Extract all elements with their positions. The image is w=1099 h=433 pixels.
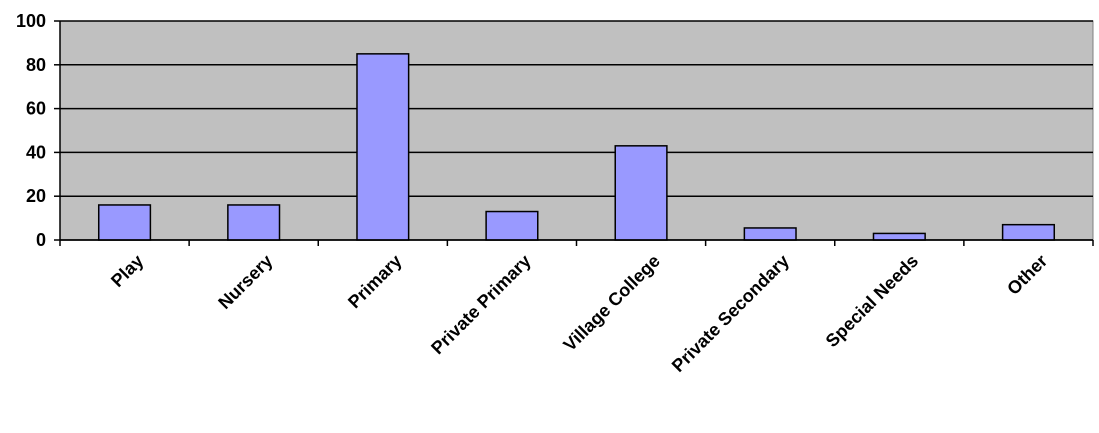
y-tick-label: 60 bbox=[26, 99, 46, 119]
bar bbox=[872, 232, 926, 241]
y-tick-label: 0 bbox=[36, 230, 46, 250]
y-tick-label: 20 bbox=[26, 186, 46, 206]
x-tick-label: Village College bbox=[559, 251, 663, 355]
y-tick-label: 40 bbox=[26, 142, 46, 162]
bar bbox=[1001, 223, 1056, 241]
bar bbox=[743, 227, 797, 241]
x-tick-label: Private Primary bbox=[427, 251, 535, 359]
bar bbox=[227, 204, 281, 241]
x-tick-label: Play bbox=[107, 251, 147, 291]
x-tick-label: Other bbox=[1003, 251, 1051, 299]
bar bbox=[614, 145, 668, 241]
x-tick-label: Private Secondary bbox=[668, 251, 793, 376]
x-tick-label: Nursery bbox=[214, 251, 276, 313]
bar bbox=[485, 210, 539, 241]
bar bbox=[97, 204, 152, 241]
x-tick-label: Primary bbox=[344, 251, 406, 313]
x-tick-label: Special Needs bbox=[822, 251, 922, 351]
bar bbox=[356, 53, 410, 241]
y-tick-label: 80 bbox=[26, 55, 46, 75]
plot-area bbox=[59, 20, 1094, 241]
y-tick-label: 100 bbox=[16, 11, 46, 31]
